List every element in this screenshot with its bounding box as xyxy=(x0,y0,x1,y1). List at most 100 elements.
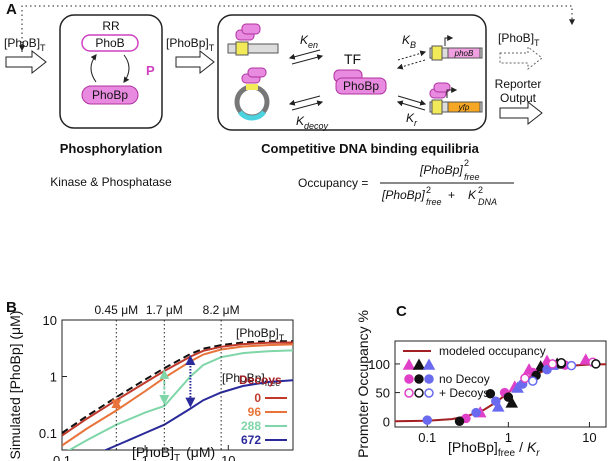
label-sub: r xyxy=(536,448,540,459)
equilibrium-arrow xyxy=(288,95,321,106)
formula-sup: 2 xyxy=(426,185,431,195)
k-decoy: Kdecoy xyxy=(296,114,329,131)
plot-frame xyxy=(61,319,294,451)
label-sub: en xyxy=(308,40,318,50)
circle-marker xyxy=(547,359,558,369)
plot-area xyxy=(62,340,293,450)
circle-marker xyxy=(454,416,465,427)
x-tick-label: 10 xyxy=(221,453,235,461)
feedback-line xyxy=(21,5,575,52)
formula-sub: free xyxy=(464,172,480,182)
circle-marker xyxy=(591,359,601,369)
output-label: Output xyxy=(500,91,537,105)
label-sub: free xyxy=(498,448,516,459)
x-tick-label: 10 xyxy=(582,430,596,445)
circle-marker xyxy=(491,396,501,406)
y-axis-label: Promoter Occupancy % xyxy=(355,310,371,458)
legend-title: Decoys xyxy=(239,373,282,387)
formula-term: K xyxy=(468,188,477,202)
gene-label: phoB xyxy=(454,49,474,58)
label-sub: T xyxy=(279,333,285,343)
label-main: [PhoB] xyxy=(4,36,40,50)
label-k: K xyxy=(527,439,537,455)
y-tick-label: 0 xyxy=(383,414,390,429)
legend-label: + Decoys xyxy=(439,386,489,400)
k-en: Ken xyxy=(300,33,318,50)
equilibrium-arrow xyxy=(397,50,427,61)
hollow-arrow xyxy=(499,100,543,126)
label-sub: T xyxy=(40,43,46,53)
tf-dimer xyxy=(433,82,451,93)
label-main: K xyxy=(402,33,411,47)
circle-marker xyxy=(424,388,434,398)
tf-label: TF xyxy=(344,51,361,67)
circle-marker xyxy=(414,388,424,398)
equilibrium-arrow xyxy=(396,59,426,70)
x-tick-label: 1 xyxy=(142,453,149,461)
y-tick-label: 50 xyxy=(376,386,390,401)
circle-marker xyxy=(404,374,414,384)
circle-marker xyxy=(566,360,577,371)
label-main: [PhoB] xyxy=(132,444,174,460)
total-label: [PhoBp]T xyxy=(236,326,285,343)
mid-label: [PhoBp]T xyxy=(166,36,215,53)
k-r: Kr xyxy=(406,111,418,128)
triangle-marker xyxy=(505,396,518,408)
x-axis-label: [PhoBp]free / Kr xyxy=(448,439,540,459)
section-title: Phosphorylation xyxy=(60,141,163,156)
promoter xyxy=(446,87,458,98)
formula-sup: 2 xyxy=(464,158,469,168)
label-sub: r xyxy=(414,118,418,128)
x-axis-label: [PhoB]T (μM) xyxy=(132,444,215,461)
x-tick-label: 0.1 xyxy=(418,430,436,445)
label-main: K xyxy=(296,114,305,128)
occupancy-label: Occupancy = xyxy=(298,176,368,190)
circle-marker xyxy=(485,388,496,399)
section-subtitle: Kinase & Phosphatase xyxy=(50,175,172,189)
phobp-label: PhoBp xyxy=(92,88,128,102)
y-tick-label: 0.1 xyxy=(39,426,57,441)
series-line xyxy=(62,340,293,434)
panel-letter: C xyxy=(396,303,407,320)
triangle-marker xyxy=(402,358,416,370)
equilibrium-arrow xyxy=(291,100,324,111)
binding-site xyxy=(235,41,249,56)
panel-letter: A xyxy=(6,1,17,18)
formula-term: [PhoBp] xyxy=(381,188,425,202)
dashed-arrow xyxy=(499,45,543,71)
free-label: [PhoBp]free xyxy=(222,371,280,388)
formula-sub: free xyxy=(426,197,442,207)
circle-marker xyxy=(542,364,552,375)
formula-sub: DNA xyxy=(478,197,497,207)
feedback-label: [PhoB]T xyxy=(498,31,540,48)
label-unit: (μM) xyxy=(186,444,215,460)
y-axis-label: Simulated [PhoBp] (μM) xyxy=(7,311,23,460)
equilibrium-arrow xyxy=(291,54,324,65)
formula-term: [PhoBp] xyxy=(419,163,463,177)
dna xyxy=(227,43,279,54)
binding-site xyxy=(431,45,443,61)
y-tick-label: 1 xyxy=(50,369,57,384)
circle-marker xyxy=(503,392,514,402)
tf-phobp: PhoBp xyxy=(343,79,379,93)
cycle-arrow xyxy=(90,54,97,83)
phosphate-label: P xyxy=(146,63,155,78)
phobp-pill xyxy=(81,85,139,105)
formula-plus: + xyxy=(448,188,455,202)
reference-label: 1.7 μM xyxy=(146,303,183,317)
x-tick-label: 1 xyxy=(505,430,512,445)
label-sep: / xyxy=(519,439,523,455)
label-sub: T xyxy=(174,453,180,461)
hollow-arrow xyxy=(175,49,215,75)
tf-dimer xyxy=(335,77,387,95)
label-sub: T xyxy=(209,43,215,53)
legend-label: 672 xyxy=(241,433,261,447)
rr-label: RR xyxy=(102,19,120,33)
k-b: KB xyxy=(402,33,416,50)
phob-label: PhoB xyxy=(95,36,124,50)
label-sub: free xyxy=(265,378,281,388)
output-label: Reporter xyxy=(495,77,542,91)
label-sub: decoy xyxy=(304,121,329,131)
